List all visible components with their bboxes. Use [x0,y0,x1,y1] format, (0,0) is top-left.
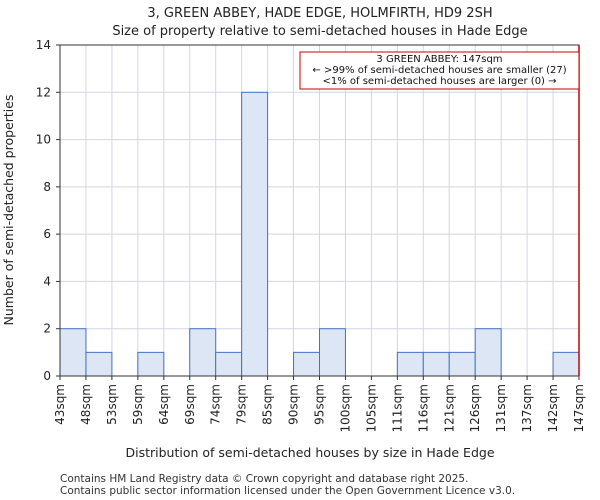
bar-90sqm [293,351,320,377]
x-tick-label: 85sqm [261,384,275,425]
x-axis-label: Distribution of semi-detached houses by … [125,445,494,460]
x-tick-label: 105sqm [364,384,378,432]
annotation-line-1: 3 GREEN ABBEY: 147sqm [376,54,502,65]
bar-48sqm [85,351,113,377]
x-tick-label: 74sqm [209,384,223,425]
x-tick-label: 90sqm [287,384,301,425]
footer-line-1: Contains HM Land Registry data © Crown c… [60,473,468,485]
annotation-line-3: <1% of semi-detached houses are larger (… [322,76,556,87]
y-tick-label: 10 [36,133,51,147]
bar-59sqm [137,351,165,377]
bar-111sqm [396,351,424,377]
bar-126sqm [474,328,502,377]
x-tick-label: 137sqm [520,384,534,432]
annotation-line-2: ← >99% of semi-detached houses are small… [312,65,566,76]
x-tick-label: 64sqm [157,384,171,425]
y-tick-label: 14 [36,38,51,52]
y-tick-label: 8 [43,180,51,194]
bars [59,91,580,377]
annotation-box [299,51,580,90]
bar-79sqm [241,91,269,377]
y-tick-label: 12 [36,85,51,99]
x-tick-label: 142sqm [546,384,560,432]
x-tick-label: 100sqm [338,384,352,432]
x-tick-label: 43sqm [53,384,67,425]
footer-line-2: Contains public sector information licen… [60,485,515,497]
x-tick-label: 126sqm [468,384,482,432]
chart-subtitle: Size of property relative to semi-detach… [112,24,527,39]
bar-121sqm [448,351,476,377]
grid-lines [59,44,580,377]
bar-43sqm [59,328,87,377]
x-tick-label: 116sqm [416,384,430,432]
bar-142sqm [552,351,580,377]
y-tick-label: 2 [43,322,51,336]
x-tick-label: 95sqm [313,384,327,425]
bar-95sqm [319,328,346,377]
y-axis-ticks: 0 2 4 6 8 10 12 14 [36,38,60,383]
x-axis-ticks: 43sqm 48sqm 53sqm 59sqm 64sqm 69sqm 74sqm 79sqm… [53,376,586,432]
bar-116sqm [422,351,450,377]
y-axis-label: Number of semi-detached properties [1,95,16,326]
y-tick-label: 4 [43,274,51,288]
bar-69sqm [189,328,217,377]
x-tick-label: 131sqm [494,384,508,432]
property-marker: 3 GREEN ABBEY: 147sqm← >99% of semi-deta… [299,45,580,376]
x-tick-label: 111sqm [390,384,404,432]
bar-74sqm [215,351,243,377]
x-tick-label: 48sqm [79,384,93,425]
y-tick-label: 0 [43,369,51,383]
x-tick-label: 79sqm [235,384,249,425]
chart-title: 3, GREEN ABBEY, HADE EDGE, HOLMFIRTH, HD… [147,6,492,21]
y-tick-label: 6 [43,227,51,241]
x-tick-label: 69sqm [183,384,197,425]
x-tick-label: 147sqm [572,384,586,432]
x-tick-label: 59sqm [131,384,145,425]
x-tick-label: 53sqm [105,384,119,425]
x-tick-label: 121sqm [442,384,456,432]
